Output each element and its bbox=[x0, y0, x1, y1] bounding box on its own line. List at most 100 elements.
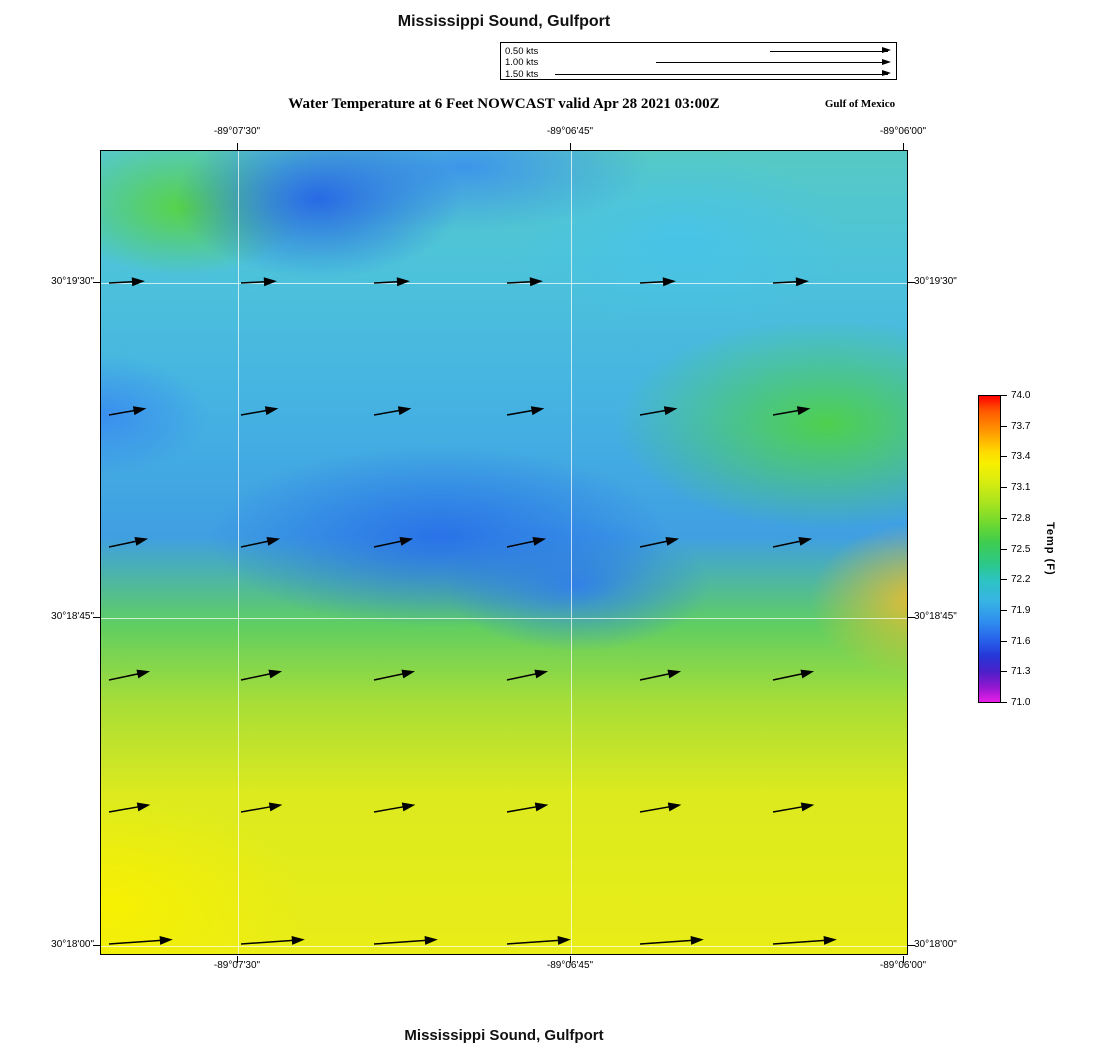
lon-tickmark-bottom bbox=[903, 956, 904, 963]
lat-tickmark-left bbox=[93, 617, 100, 618]
colorbar-tick-label: 73.4 bbox=[1011, 451, 1031, 462]
map-gridline-horizontal bbox=[101, 946, 907, 947]
lon-tick-label-bottom: -89°07'30" bbox=[213, 960, 261, 971]
current-speed-legend: 0.50 kts 1.00 kts 1.50 kts bbox=[500, 42, 897, 80]
current-vectors-layer bbox=[108, 277, 837, 945]
colorbar-tickmark bbox=[1001, 641, 1007, 642]
page-title-bottom: Mississippi Sound, Gulfport bbox=[404, 1027, 604, 1044]
speed-legend-label: 1.00 kts bbox=[505, 57, 539, 68]
current-vector bbox=[240, 536, 281, 548]
current-vector bbox=[772, 802, 815, 813]
colorbar bbox=[978, 395, 1001, 703]
current-vector bbox=[373, 802, 416, 813]
current-vector bbox=[506, 802, 549, 813]
lon-tick-label-top: -89°07'30" bbox=[213, 126, 261, 137]
colorbar-tickmark bbox=[1001, 610, 1007, 611]
plot-subtitle: Water Temperature at 6 Feet NOWCAST vali… bbox=[288, 96, 720, 112]
lat-tick-label-right: 30°18'45" bbox=[914, 611, 957, 622]
colorbar-tickmark bbox=[1001, 518, 1007, 519]
current-vector bbox=[772, 536, 813, 548]
current-vector bbox=[373, 669, 416, 681]
current-vector bbox=[639, 935, 704, 945]
current-vector bbox=[772, 277, 809, 287]
lat-tick-label-left: 30°19'30" bbox=[51, 276, 94, 287]
colorbar-title: Temp (F) bbox=[1044, 522, 1056, 576]
map-gridline-vertical bbox=[238, 151, 239, 954]
colorbar-tick-label: 72.5 bbox=[1011, 544, 1031, 555]
lon-tick-label-top: -89°06'45" bbox=[546, 126, 594, 137]
lat-tick-label-right: 30°19'30" bbox=[914, 276, 957, 287]
colorbar-tick-label: 71.3 bbox=[1011, 666, 1031, 677]
colorbar-tickmark bbox=[1001, 579, 1007, 580]
colorbar-tick-label: 72.2 bbox=[1011, 574, 1031, 585]
current-vector bbox=[772, 669, 815, 681]
current-vector bbox=[373, 277, 410, 287]
lat-tickmark-right bbox=[908, 282, 915, 283]
colorbar-title-wrap: Temp (F) bbox=[1044, 395, 1056, 703]
colorbar-tick-label: 71.6 bbox=[1011, 636, 1031, 647]
current-vector bbox=[772, 935, 837, 945]
lat-tickmark-right bbox=[908, 945, 915, 946]
current-vector bbox=[108, 669, 151, 681]
speed-legend-label: 0.50 kts bbox=[505, 45, 539, 57]
lon-tick-label-bottom: -89°06'45" bbox=[546, 960, 594, 971]
page-title-top: Mississippi Sound, Gulfport bbox=[397, 13, 611, 30]
colorbar-tick-label: 74.0 bbox=[1011, 390, 1031, 401]
current-vector bbox=[108, 536, 149, 548]
lat-tick-label-right: 30°18'00" bbox=[914, 939, 957, 950]
current-vector bbox=[240, 669, 283, 681]
current-vector bbox=[506, 669, 549, 681]
lon-tickmark-top bbox=[237, 143, 238, 150]
speed-legend-arrow bbox=[656, 58, 891, 65]
current-vector bbox=[373, 536, 414, 548]
colorbar-tick-label: 72.8 bbox=[1011, 513, 1031, 524]
speed-legend-label: 1.50 kts bbox=[505, 68, 539, 80]
colorbar-tickmark bbox=[1001, 456, 1007, 457]
lon-tickmark-top bbox=[903, 143, 904, 150]
speed-legend-row: 1.00 kts bbox=[501, 57, 896, 68]
speed-legend-arrow bbox=[555, 70, 891, 76]
current-vector bbox=[108, 802, 151, 813]
colorbar-tick-label: 73.1 bbox=[1011, 482, 1031, 493]
map-gridline-horizontal bbox=[101, 618, 907, 619]
current-vector bbox=[108, 935, 173, 945]
map-gridline-vertical bbox=[571, 151, 572, 954]
lat-tick-label-left: 30°18'00" bbox=[51, 939, 94, 950]
speed-legend-row: 0.50 kts bbox=[501, 46, 896, 57]
lat-tickmark-left bbox=[93, 282, 100, 283]
lat-tickmark-left bbox=[93, 945, 100, 946]
lat-tickmark-right bbox=[908, 617, 915, 618]
current-vector bbox=[639, 277, 676, 287]
map-gridline-horizontal bbox=[101, 283, 907, 284]
map-area bbox=[100, 150, 908, 955]
current-vector bbox=[506, 536, 547, 548]
current-vector bbox=[373, 935, 438, 945]
current-vector bbox=[108, 277, 145, 287]
colorbar-tickmark bbox=[1001, 487, 1007, 488]
current-vector bbox=[108, 406, 147, 416]
colorbar-tickmark bbox=[1001, 426, 1007, 427]
current-vector bbox=[639, 536, 680, 548]
basin-label: Gulf of Mexico bbox=[824, 98, 896, 110]
speed-legend-row: 1.50 kts bbox=[501, 69, 896, 80]
current-vector bbox=[506, 406, 545, 416]
current-vector bbox=[639, 802, 682, 813]
lon-tick-label-bottom: -89°06'00" bbox=[879, 960, 927, 971]
colorbar-tick-label: 73.7 bbox=[1011, 421, 1031, 432]
lon-tick-label-top: -89°06'00" bbox=[879, 126, 927, 137]
current-vector bbox=[772, 406, 811, 416]
current-vector bbox=[240, 406, 279, 416]
colorbar-tick-label: 71.9 bbox=[1011, 605, 1031, 616]
lon-tickmark-bottom bbox=[570, 956, 571, 963]
current-vector bbox=[240, 277, 277, 287]
lon-tickmark-top bbox=[570, 143, 571, 150]
colorbar-tick-label: 71.0 bbox=[1011, 697, 1031, 708]
current-vector bbox=[639, 669, 682, 681]
speed-legend-arrow bbox=[770, 47, 891, 53]
temperature-field bbox=[101, 151, 907, 954]
colorbar-tickmark bbox=[1001, 549, 1007, 550]
current-vector bbox=[240, 802, 283, 813]
colorbar-tickmark bbox=[1001, 671, 1007, 672]
colorbar-tickmark bbox=[1001, 395, 1007, 396]
